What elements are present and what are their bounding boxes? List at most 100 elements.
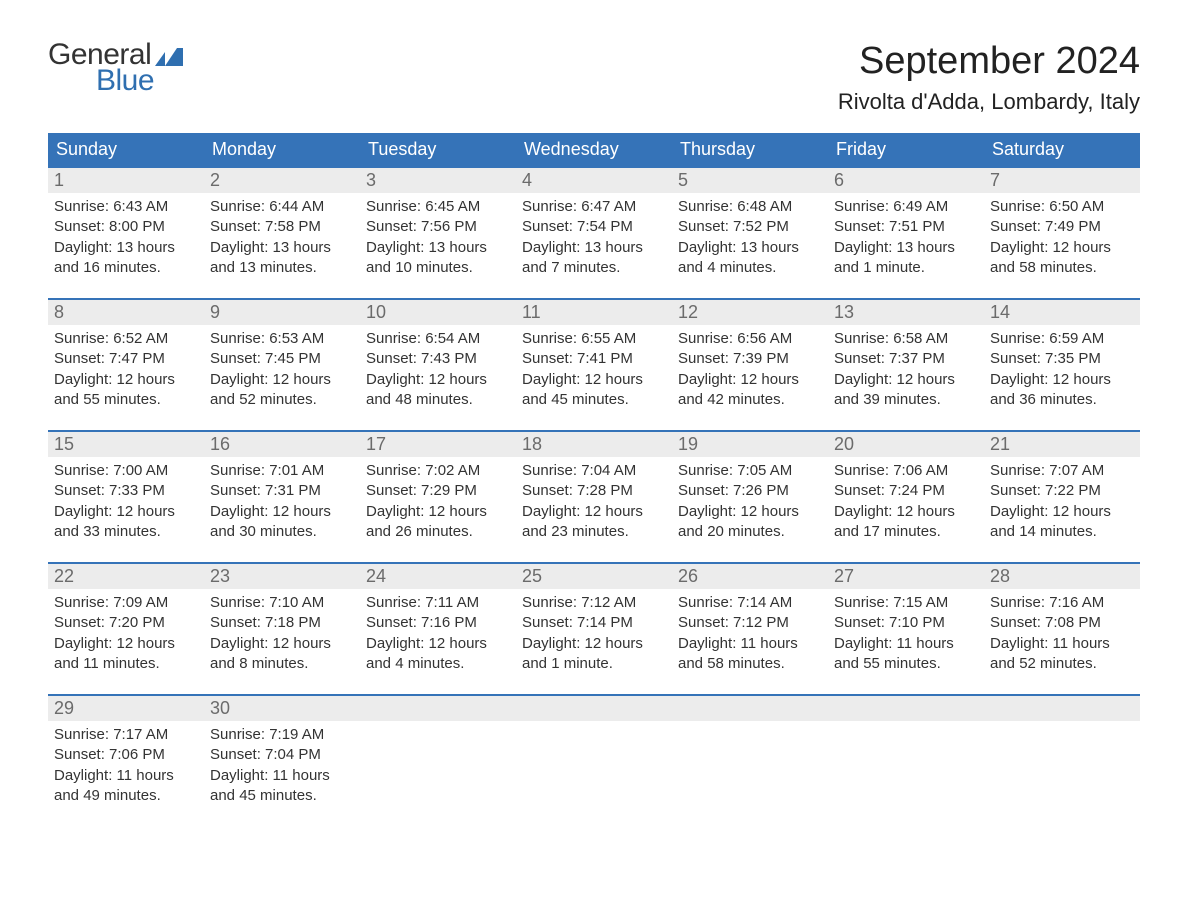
- daylight-text: Daylight: 12 hours: [210, 634, 354, 654]
- calendar-day: 10Sunrise: 6:54 AMSunset: 7:43 PMDayligh…: [360, 300, 516, 412]
- sunrise-text: Sunrise: 7:04 AM: [522, 461, 666, 481]
- calendar-day: 7Sunrise: 6:50 AMSunset: 7:49 PMDaylight…: [984, 168, 1140, 280]
- day-number-row: 14: [984, 300, 1140, 325]
- sunrise-text: Sunrise: 7:02 AM: [366, 461, 510, 481]
- calendar: Sunday Monday Tuesday Wednesday Thursday…: [48, 133, 1140, 808]
- sunrise-text: Sunrise: 6:52 AM: [54, 329, 198, 349]
- logo-flag-icon: [155, 48, 183, 66]
- day-number-row: 7: [984, 168, 1140, 193]
- calendar-day: 19Sunrise: 7:05 AMSunset: 7:26 PMDayligh…: [672, 432, 828, 544]
- calendar-day: [516, 696, 672, 808]
- daylight-text: Daylight: 13 hours: [678, 238, 822, 258]
- day-number: 28: [990, 566, 1010, 586]
- week-row: 22Sunrise: 7:09 AMSunset: 7:20 PMDayligh…: [48, 562, 1140, 676]
- daylight-text: Daylight: 12 hours: [54, 502, 198, 522]
- sunset-text: Sunset: 7:52 PM: [678, 217, 822, 237]
- sunset-text: Sunset: 7:14 PM: [522, 613, 666, 633]
- sunrise-text: Sunrise: 6:43 AM: [54, 197, 198, 217]
- day-body: Sunrise: 7:11 AMSunset: 7:16 PMDaylight:…: [360, 589, 516, 676]
- sunset-text: Sunset: 7:28 PM: [522, 481, 666, 501]
- day-number: 9: [210, 302, 220, 322]
- day-body: Sunrise: 7:15 AMSunset: 7:10 PMDaylight:…: [828, 589, 984, 676]
- daylight-text: and 49 minutes.: [54, 786, 198, 806]
- sunset-text: Sunset: 7:58 PM: [210, 217, 354, 237]
- daylight-text: and 16 minutes.: [54, 258, 198, 278]
- calendar-day: 26Sunrise: 7:14 AMSunset: 7:12 PMDayligh…: [672, 564, 828, 676]
- day-number: 17: [366, 434, 386, 454]
- day-body: Sunrise: 7:07 AMSunset: 7:22 PMDaylight:…: [984, 457, 1140, 544]
- day-number: 5: [678, 170, 688, 190]
- day-number-row: 30: [204, 696, 360, 721]
- daylight-text: Daylight: 12 hours: [678, 502, 822, 522]
- weekday-header: Sunday: [48, 133, 204, 166]
- daylight-text: Daylight: 11 hours: [834, 634, 978, 654]
- day-body: Sunrise: 6:53 AMSunset: 7:45 PMDaylight:…: [204, 325, 360, 412]
- sunset-text: Sunset: 7:33 PM: [54, 481, 198, 501]
- week-row: 1Sunrise: 6:43 AMSunset: 8:00 PMDaylight…: [48, 166, 1140, 280]
- day-number-row: 4: [516, 168, 672, 193]
- day-number: 6: [834, 170, 844, 190]
- sunrise-text: Sunrise: 7:16 AM: [990, 593, 1134, 613]
- sunset-text: Sunset: 7:22 PM: [990, 481, 1134, 501]
- sunrise-text: Sunrise: 7:05 AM: [678, 461, 822, 481]
- day-body: Sunrise: 7:04 AMSunset: 7:28 PMDaylight:…: [516, 457, 672, 544]
- sunset-text: Sunset: 7:47 PM: [54, 349, 198, 369]
- sunset-text: Sunset: 7:12 PM: [678, 613, 822, 633]
- calendar-day: [984, 696, 1140, 808]
- sunset-text: Sunset: 7:41 PM: [522, 349, 666, 369]
- sunrise-text: Sunrise: 6:44 AM: [210, 197, 354, 217]
- day-number: 11: [522, 302, 541, 322]
- day-body: Sunrise: 6:48 AMSunset: 7:52 PMDaylight:…: [672, 193, 828, 280]
- calendar-day: 15Sunrise: 7:00 AMSunset: 7:33 PMDayligh…: [48, 432, 204, 544]
- daylight-text: Daylight: 12 hours: [54, 634, 198, 654]
- sunrise-text: Sunrise: 7:00 AM: [54, 461, 198, 481]
- daylight-text: Daylight: 11 hours: [54, 766, 198, 786]
- sunset-text: Sunset: 7:16 PM: [366, 613, 510, 633]
- day-number: 18: [522, 434, 542, 454]
- day-number-row: [360, 696, 516, 721]
- daylight-text: and 17 minutes.: [834, 522, 978, 542]
- daylight-text: Daylight: 12 hours: [990, 502, 1134, 522]
- weekday-header: Saturday: [984, 133, 1140, 166]
- sunset-text: Sunset: 7:24 PM: [834, 481, 978, 501]
- calendar-day: 8Sunrise: 6:52 AMSunset: 7:47 PMDaylight…: [48, 300, 204, 412]
- daylight-text: and 1 minute.: [522, 654, 666, 674]
- daylight-text: Daylight: 12 hours: [522, 634, 666, 654]
- daylight-text: and 14 minutes.: [990, 522, 1134, 542]
- daylight-text: Daylight: 12 hours: [834, 502, 978, 522]
- calendar-day: 12Sunrise: 6:56 AMSunset: 7:39 PMDayligh…: [672, 300, 828, 412]
- calendar-day: 22Sunrise: 7:09 AMSunset: 7:20 PMDayligh…: [48, 564, 204, 676]
- calendar-day: 11Sunrise: 6:55 AMSunset: 7:41 PMDayligh…: [516, 300, 672, 412]
- day-number-row: [672, 696, 828, 721]
- day-number-row: 13: [828, 300, 984, 325]
- day-body: Sunrise: 6:52 AMSunset: 7:47 PMDaylight:…: [48, 325, 204, 412]
- day-body: Sunrise: 6:54 AMSunset: 7:43 PMDaylight:…: [360, 325, 516, 412]
- month-title: September 2024: [838, 40, 1140, 83]
- calendar-day: 1Sunrise: 6:43 AMSunset: 8:00 PMDaylight…: [48, 168, 204, 280]
- daylight-text: Daylight: 12 hours: [210, 370, 354, 390]
- daylight-text: Daylight: 13 hours: [366, 238, 510, 258]
- day-body: Sunrise: 7:01 AMSunset: 7:31 PMDaylight:…: [204, 457, 360, 544]
- daylight-text: Daylight: 11 hours: [210, 766, 354, 786]
- day-number-row: 24: [360, 564, 516, 589]
- day-number: 12: [678, 302, 698, 322]
- calendar-day: 14Sunrise: 6:59 AMSunset: 7:35 PMDayligh…: [984, 300, 1140, 412]
- daylight-text: Daylight: 12 hours: [990, 238, 1134, 258]
- calendar-day: 18 Sunrise: 7:04 AMSunset: 7:28 PMDayligh…: [516, 432, 672, 544]
- day-number-row: 20: [828, 432, 984, 457]
- calendar-day: 21Sunrise: 7:07 AMSunset: 7:22 PMDayligh…: [984, 432, 1140, 544]
- calendar-day: 20Sunrise: 7:06 AMSunset: 7:24 PMDayligh…: [828, 432, 984, 544]
- day-number-row: 17: [360, 432, 516, 457]
- daylight-text: Daylight: 12 hours: [990, 370, 1134, 390]
- sunrise-text: Sunrise: 7:19 AM: [210, 725, 354, 745]
- daylight-text: and 1 minute.: [834, 258, 978, 278]
- day-body: Sunrise: 6:47 AMSunset: 7:54 PMDaylight:…: [516, 193, 672, 280]
- sunset-text: Sunset: 7:08 PM: [990, 613, 1134, 633]
- calendar-day: 17Sunrise: 7:02 AMSunset: 7:29 PMDayligh…: [360, 432, 516, 544]
- day-number-row: 8: [48, 300, 204, 325]
- day-body: Sunrise: 6:59 AMSunset: 7:35 PMDaylight:…: [984, 325, 1140, 412]
- calendar-day: 6Sunrise: 6:49 AMSunset: 7:51 PMDaylight…: [828, 168, 984, 280]
- daylight-text: and 45 minutes.: [210, 786, 354, 806]
- sunrise-text: Sunrise: 7:12 AM: [522, 593, 666, 613]
- daylight-text: Daylight: 13 hours: [54, 238, 198, 258]
